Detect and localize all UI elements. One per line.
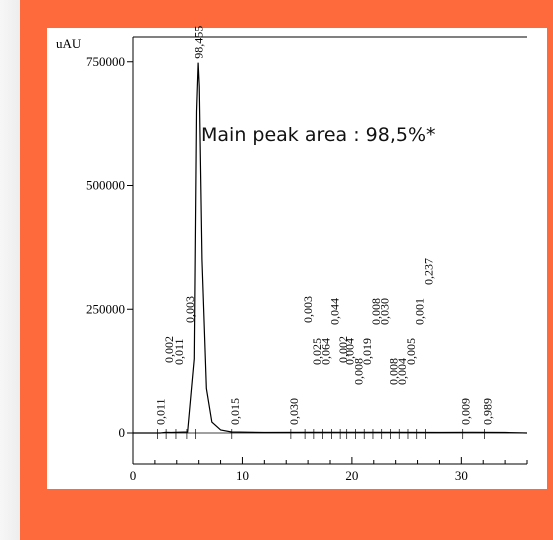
peak-label: 0,004 <box>343 338 357 365</box>
peak-label: 0,025 <box>310 338 324 365</box>
peak-label: 0,011 <box>172 338 186 365</box>
chart-panel <box>47 28 547 489</box>
peak-label: 0,003 <box>301 296 315 323</box>
peak-label: 0,030 <box>287 398 301 425</box>
x-tick-label: 20 <box>345 468 358 483</box>
x-tick-label: 30 <box>455 468 468 483</box>
x-tick-label: 0 <box>130 468 137 483</box>
peak-label: 0,989 <box>481 398 495 425</box>
chart-marks <box>133 62 528 439</box>
left-margin-strip <box>0 0 20 540</box>
peak-label: 0,008 <box>369 298 383 325</box>
peak-label: 0,004 <box>395 358 409 385</box>
x-tick-label: 10 <box>236 468 249 483</box>
peak-label: 98,455 <box>192 26 206 59</box>
peak-label: 0,001 <box>413 298 427 325</box>
peak-label: 0,044 <box>327 298 341 325</box>
peak-label: 0,008 <box>351 358 365 385</box>
y-tick-label: 500000 <box>86 178 125 193</box>
peak-label: 0,002 <box>162 336 176 363</box>
peak-label: 0,015 <box>228 398 242 425</box>
chromatogram-trace <box>133 62 528 434</box>
peak-label: 0,019 <box>360 338 374 365</box>
y-axis-unit-label: uAU <box>56 36 82 51</box>
y-tick-label: 750000 <box>86 54 125 69</box>
peak-label: 0,003 <box>183 296 197 323</box>
main-peak-annotation: Main peak area : 98,5%* <box>201 124 436 146</box>
y-tick-label: 250000 <box>86 301 125 316</box>
chart-axes: 0 250000 500000 750000 0 10 20 30 <box>86 36 528 483</box>
peak-label: 0,237 <box>422 258 436 285</box>
peak-label: 0,002 <box>336 336 350 363</box>
peak-label: 0,005 <box>404 338 418 365</box>
peak-label: 0,030 <box>378 298 392 325</box>
peak-label: 0,008 <box>386 358 400 385</box>
peak-label: 0,011 <box>153 398 167 425</box>
y-tick-label: 0 <box>119 425 126 440</box>
peak-label: 0,009 <box>459 398 473 425</box>
peak-label: 0,064 <box>319 338 333 365</box>
